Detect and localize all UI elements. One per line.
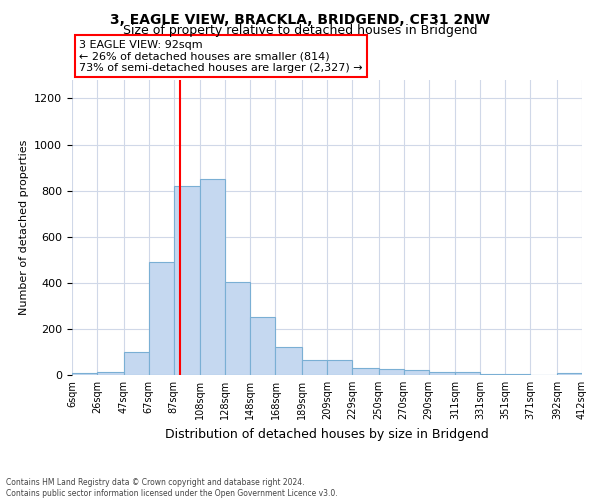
Text: Size of property relative to detached houses in Bridgend: Size of property relative to detached ho… <box>123 24 477 37</box>
Bar <box>352 368 379 375</box>
Bar <box>505 374 530 375</box>
Text: 3 EAGLE VIEW: 92sqm
← 26% of detached houses are smaller (814)
73% of semi-detac: 3 EAGLE VIEW: 92sqm ← 26% of detached ho… <box>79 40 362 73</box>
Bar <box>124 352 149 375</box>
Bar <box>455 372 480 375</box>
Bar <box>174 186 200 375</box>
Bar <box>379 369 404 375</box>
Bar <box>200 179 225 375</box>
X-axis label: Distribution of detached houses by size in Bridgend: Distribution of detached houses by size … <box>165 428 489 440</box>
Bar <box>149 262 174 375</box>
Y-axis label: Number of detached properties: Number of detached properties <box>19 140 29 315</box>
Bar <box>327 360 352 375</box>
Text: Contains HM Land Registry data © Crown copyright and database right 2024.
Contai: Contains HM Land Registry data © Crown c… <box>6 478 338 498</box>
Bar <box>404 370 429 375</box>
Bar <box>250 318 275 375</box>
Bar <box>225 282 250 375</box>
Bar <box>275 348 302 375</box>
Bar <box>429 372 455 375</box>
Bar <box>302 360 327 375</box>
Text: 3, EAGLE VIEW, BRACKLA, BRIDGEND, CF31 2NW: 3, EAGLE VIEW, BRACKLA, BRIDGEND, CF31 2… <box>110 12 490 26</box>
Bar <box>557 372 582 375</box>
Bar <box>480 374 505 375</box>
Bar <box>72 373 97 375</box>
Bar <box>97 372 124 375</box>
